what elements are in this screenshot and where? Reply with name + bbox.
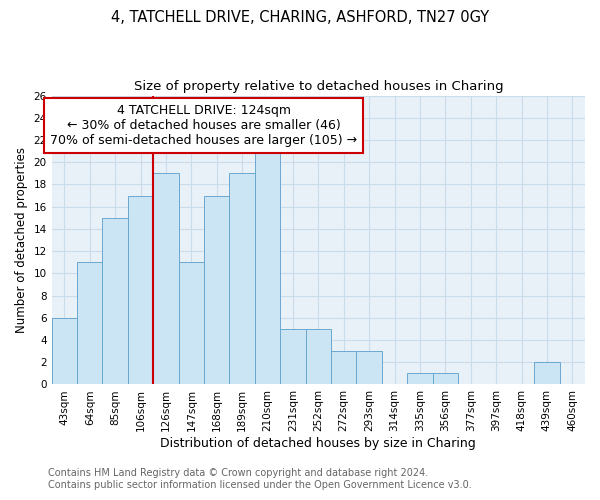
- Bar: [153, 174, 179, 384]
- Bar: [77, 262, 103, 384]
- Text: 4 TATCHELL DRIVE: 124sqm
← 30% of detached houses are smaller (46)
70% of semi-d: 4 TATCHELL DRIVE: 124sqm ← 30% of detach…: [50, 104, 357, 147]
- Bar: [534, 362, 560, 384]
- Y-axis label: Number of detached properties: Number of detached properties: [15, 147, 28, 333]
- Bar: [128, 196, 153, 384]
- Bar: [204, 196, 229, 384]
- Bar: [331, 351, 356, 384]
- Text: Contains HM Land Registry data © Crown copyright and database right 2024.
Contai: Contains HM Land Registry data © Crown c…: [48, 468, 472, 490]
- Bar: [179, 262, 204, 384]
- Bar: [280, 329, 305, 384]
- Bar: [52, 318, 77, 384]
- Bar: [103, 218, 128, 384]
- X-axis label: Distribution of detached houses by size in Charing: Distribution of detached houses by size …: [160, 437, 476, 450]
- Text: 4, TATCHELL DRIVE, CHARING, ASHFORD, TN27 0GY: 4, TATCHELL DRIVE, CHARING, ASHFORD, TN2…: [111, 10, 489, 25]
- Title: Size of property relative to detached houses in Charing: Size of property relative to detached ho…: [134, 80, 503, 93]
- Bar: [407, 374, 433, 384]
- Bar: [433, 374, 458, 384]
- Bar: [255, 140, 280, 384]
- Bar: [356, 351, 382, 384]
- Bar: [229, 174, 255, 384]
- Bar: [305, 329, 331, 384]
